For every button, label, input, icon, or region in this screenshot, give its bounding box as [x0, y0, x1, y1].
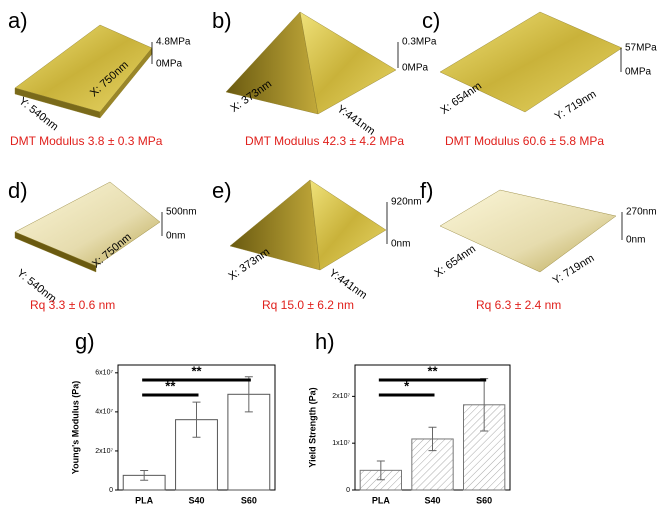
panel-caption: Rq 6.3 ± 2.4 nm — [476, 298, 561, 312]
panel-letter: g) — [75, 329, 95, 354]
x-tick-label: S60 — [476, 495, 492, 505]
scale-min: 0nm — [166, 231, 185, 242]
axis-label: Y:441nm — [335, 103, 377, 138]
scale-max: 0.3MPa — [402, 37, 437, 48]
panel-letter: d) — [8, 178, 28, 203]
y-tick-label: 2x10⁷ — [332, 393, 350, 400]
x-tick-label: S40 — [188, 495, 204, 505]
significance-label: ** — [427, 363, 438, 378]
error-bar — [192, 401, 201, 438]
afm-surface — [14, 181, 161, 267]
scale-max: 500nm — [166, 207, 197, 218]
scale-min: 0nm — [391, 239, 410, 250]
error-bar — [428, 426, 437, 452]
y-tick-label: 4x10⁷ — [95, 409, 113, 416]
x-tick-label: S60 — [241, 495, 257, 505]
panel-letter: f) — [420, 178, 433, 203]
axis-label: Y:441nm — [327, 267, 369, 302]
axis-label: X: 654nm — [433, 243, 478, 280]
panel-letter: a) — [8, 8, 28, 33]
y-tick-label: 0 — [346, 487, 350, 494]
afm-surface — [229, 179, 321, 271]
scale-max: 4.8MPa — [156, 37, 191, 48]
scale-min: 0nm — [626, 235, 645, 246]
panel-caption: DMT Modulus 3.8 ± 0.3 MPa — [10, 134, 163, 148]
y-tick-label: 0 — [109, 487, 113, 494]
panel-letter: b) — [212, 8, 232, 33]
y-tick-label: 1x10⁷ — [332, 440, 350, 447]
scale-max: 57MPa — [625, 43, 657, 54]
afm-surface — [439, 189, 617, 273]
scale-max: 270nm — [626, 207, 657, 218]
error-bar — [376, 460, 385, 481]
y-axis-label: Yield Strength (Pa) — [307, 387, 317, 467]
x-tick-label: S40 — [424, 495, 440, 505]
axis-label: X: 373nm — [227, 246, 272, 283]
scale-min: 0MPa — [402, 63, 429, 74]
afm-surface — [439, 11, 623, 113]
scale-min: 0MPa — [625, 67, 652, 78]
x-tick-label: PLA — [135, 495, 154, 505]
scale-max: 920nm — [391, 197, 422, 208]
error-bar — [140, 469, 149, 481]
significance-label: ** — [191, 363, 202, 378]
y-axis-label: Young's Modulus (Pa) — [70, 381, 80, 474]
scale-min: 0MPa — [156, 59, 183, 70]
significance-label: ** — [165, 378, 176, 393]
panel-caption: DMT Modulus 42.3 ± 4.2 MPa — [245, 134, 404, 148]
panel-caption: Rq 15.0 ± 6.2 nm — [262, 298, 354, 312]
afm-surface — [299, 11, 397, 115]
x-tick-label: PLA — [372, 495, 391, 505]
panel-letter: c) — [422, 8, 440, 33]
significance-label: * — [404, 378, 410, 393]
afm-surface — [309, 179, 387, 271]
panel-caption: DMT Modulus 60.6 ± 5.8 MPa — [445, 134, 604, 148]
afm-surface — [14, 231, 97, 273]
error-bar — [244, 376, 253, 413]
panel-letter: h) — [315, 329, 335, 354]
y-tick-label: 2x10⁷ — [95, 448, 113, 455]
panel-letter: e) — [212, 178, 232, 203]
panel-caption: Rq 3.3 ± 0.6 nm — [30, 298, 115, 312]
y-tick-label: 6x10⁷ — [95, 370, 113, 377]
axis-label: Y: 719nm — [553, 88, 599, 123]
axis-label: X: 654nm — [439, 80, 484, 117]
